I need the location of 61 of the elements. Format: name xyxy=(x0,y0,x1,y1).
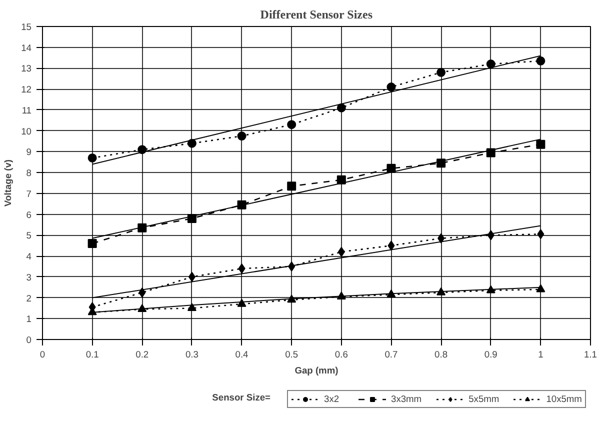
point xyxy=(537,229,544,240)
x-tick-label: 1 xyxy=(538,350,544,360)
point xyxy=(138,288,146,298)
x-tick-label: 0.4 xyxy=(235,350,248,360)
x-tick-label: 0.5 xyxy=(285,350,298,360)
point xyxy=(188,272,196,282)
point xyxy=(386,82,396,92)
point xyxy=(436,68,446,77)
y-tick-label: 9 xyxy=(26,147,32,158)
point xyxy=(88,239,97,248)
point xyxy=(486,285,496,294)
point xyxy=(88,153,97,162)
point xyxy=(486,60,496,69)
point xyxy=(187,138,196,148)
y-tick-label: 11 xyxy=(22,105,32,116)
y-tick-label: 10 xyxy=(21,126,32,136)
y-tick-label: 0 xyxy=(26,335,32,345)
y-tick-label: 7 xyxy=(26,188,32,199)
legend-label: 3x2 xyxy=(324,394,340,404)
legend-label: 5x5mm xyxy=(468,394,500,404)
point xyxy=(287,182,296,191)
y-tick-label: 13 xyxy=(21,64,32,74)
chart-title: Different Sensor Sizes xyxy=(260,8,373,22)
x-tick-label: 0 xyxy=(40,350,46,360)
y-tick-label: 15 xyxy=(21,22,32,32)
legend-label: 10x5mm xyxy=(546,394,582,404)
y-tick-label: 3 xyxy=(26,272,32,282)
point xyxy=(336,103,346,112)
point xyxy=(187,303,196,312)
y-tick-label: 12 xyxy=(21,84,32,95)
point xyxy=(238,264,246,274)
point xyxy=(287,120,296,130)
point xyxy=(536,140,546,149)
y-tick-label: 4 xyxy=(26,252,32,262)
y-tick-label: 2 xyxy=(26,293,32,304)
x-tick-label: 1.1 xyxy=(584,350,597,360)
y-tick-label: 1 xyxy=(26,314,32,324)
y-tick-label: 14 xyxy=(21,42,32,53)
x-tick-label: 0.6 xyxy=(334,350,348,360)
x-tick-label: 0.1 xyxy=(86,350,99,360)
point xyxy=(237,132,246,141)
legend-label: 3x3mm xyxy=(391,394,422,404)
point xyxy=(536,56,546,66)
point xyxy=(237,298,246,307)
y-axis-title: Voltage (v) xyxy=(3,159,14,206)
x-tick-label: 0.8 xyxy=(434,350,448,360)
point xyxy=(536,284,546,292)
x-tick-label: 0.7 xyxy=(384,350,398,360)
y-tick-label: 5 xyxy=(26,230,32,241)
legend-title: Sensor Size= xyxy=(212,392,272,402)
y-tick-label: 8 xyxy=(26,168,32,178)
y-tick-label: 6 xyxy=(26,210,32,220)
x-tick-label: 0.3 xyxy=(185,350,198,360)
point xyxy=(436,287,446,296)
point xyxy=(386,164,396,173)
x-tick-label: 0.2 xyxy=(136,350,149,360)
point xyxy=(438,233,445,244)
point xyxy=(388,240,395,251)
x-tick-label: 0.9 xyxy=(484,350,498,360)
x-axis-title: Gap (mm) xyxy=(294,366,338,376)
point xyxy=(338,246,345,257)
